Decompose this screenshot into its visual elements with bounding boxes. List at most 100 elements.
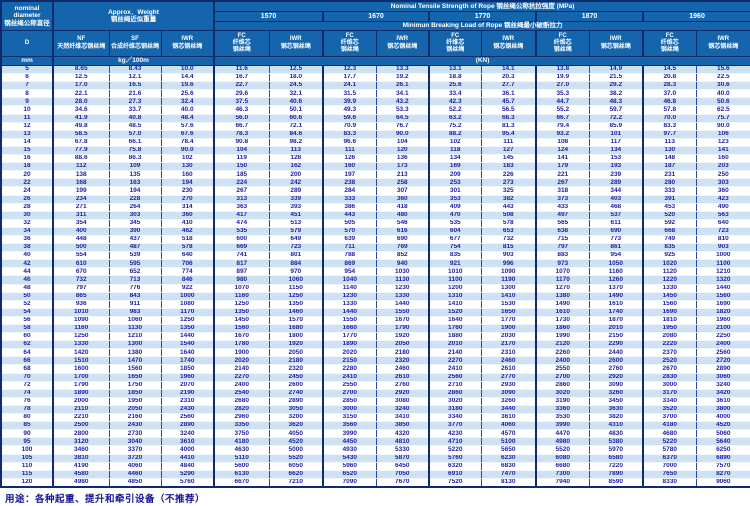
value-cell: 925 [642,251,697,261]
value-cell: 474 [213,218,270,228]
value-cell: 3630 [588,404,645,415]
value-cell: 4050 [268,429,325,439]
diameter-cell: 80 [0,413,54,423]
value-cell: 3200 [268,413,325,423]
value-cell: 5290 [160,469,216,479]
fc-header-1870: FC 纤维芯 钢丝绳 [535,30,590,57]
value-cell: 2760 [588,364,645,374]
value-cell: 1160 [213,291,270,301]
iwr-weight-code: IWR [181,36,194,43]
value-cell: 1750 [108,380,162,390]
value-cell: 5520 [535,445,590,455]
value-cell: 194 [108,186,162,196]
value-cell: 3090 [480,388,538,398]
value-cell: 301 [428,186,482,196]
value-cell: 1330 [375,291,431,301]
diameter-cell: 58 [0,323,54,334]
diameter-cell: 76 [0,396,54,406]
value-cell: 2290 [588,340,645,350]
value-cell: 57.6 [160,121,216,131]
strength-header-1870: 1870 [535,11,645,22]
value-cell: 119 [213,154,270,164]
value-cell: 313 [213,194,270,204]
value-cell: 1330 [642,283,697,293]
table-row: 8 22.1 21.6 25.6 29.6 32.1 31.5 34.1 33.4 36.1 35.… [0,89,750,99]
table-row: 58 1160 1130 1350 1560 1680 1660 1790 1760 1900 18… [0,323,750,334]
value-cell: 264 [108,202,162,212]
value-cell: 1440 [322,307,377,317]
value-cell: 3420 [695,388,750,398]
table-row: 36 448 437 518 600 649 639 690 677 732 715 773 749 81… [0,234,750,245]
value-cell: 228 [108,194,162,204]
strength-header-1770: 1770 [428,11,538,22]
value-cell: 85.9 [588,121,645,131]
value-cell: 711 [322,243,377,253]
value-cell: 883 [535,251,590,261]
value-cell: 3260 [588,388,645,398]
value-cell: 1440 [375,299,431,309]
value-cell: 2430 [108,421,162,431]
diameter-cell: 36 [0,234,54,245]
value-cell: 2160 [108,413,162,423]
value-cell: 3750 [213,429,270,439]
table-row: 62 1330 1300 1540 1780 1920 1890 2050 2010 2170 21… [0,340,750,350]
value-cell: 1850 [160,364,216,374]
diameter-cell: 13 [0,129,54,139]
value-cell: 22.5 [695,73,750,83]
value-cell: 1690 [695,299,750,309]
value-cell: 4840 [160,461,216,471]
value-cell: 815 [480,243,538,253]
value-cell: 6580 [588,453,645,463]
value-cell: 911 [108,299,162,309]
value-cell: 4180 [642,421,697,431]
value-cell: 38.2 [588,89,645,99]
value-cell: 239 [588,170,645,180]
value-cell: 49.8 [52,121,110,131]
value-cell: 2070 [160,380,216,390]
value-cell: 2770 [480,372,538,382]
value-cell: 3770 [428,421,482,431]
diameter-cell: 85 [0,421,54,431]
table-row: 30 311 303 360 417 451 443 480 470 508 497 537 520 56… [0,210,750,220]
value-cell: 2280 [322,364,377,374]
value-cell: 46.8 [642,97,697,107]
value-cell: 40.6 [268,97,325,107]
strength-header-1960: 1960 [642,11,750,22]
value-cell: 5380 [588,437,645,447]
value-cell: 508 [480,210,538,220]
value-cell: 732 [480,234,538,245]
value-cell: 2400 [695,340,750,350]
value-cell: 3040 [108,437,162,447]
value-cell: 5780 [642,445,697,455]
value-cell: 32.1 [268,89,325,99]
value-cell: 1680 [268,323,325,334]
table-row: 16 88.6 86.3 102 119 128 126 136 134 145 141 153 148… [0,154,750,164]
value-cell: 98.2 [268,137,325,147]
value-cell: 1250 [52,332,110,342]
value-cell: 2320 [375,356,431,366]
value-cell: 53.3 [375,105,431,115]
value-cell: 83.3 [642,121,697,131]
value-cell: 1250 [160,315,216,326]
value-cell: 970 [268,267,325,277]
value-cell: 2610 [375,372,431,382]
value-cell: 37.5 [213,97,270,107]
value-cell: 393 [268,202,325,212]
value-cell: 1660 [322,323,377,334]
value-cell: 1440 [160,332,216,342]
table-row: 90 2800 2730 3240 3750 4050 3990 4320 4230 4570 44… [0,429,750,439]
iwr-header-1960: IWR 钢芯钢丝绳 [695,30,750,57]
wire-rope-spec-table: nominal diameter 钢丝绳公称直径 Approx．Weight 钢… [0,0,750,488]
value-cell: 7300 [535,469,590,479]
value-cell: 903 [695,243,750,253]
value-cell: 27.0 [535,81,590,91]
value-cell: 224 [213,178,270,188]
value-cell: 2710 [428,380,482,390]
value-cell: 153 [588,154,645,164]
value-cell: 3240 [695,380,750,390]
value-cell: 2860 [428,388,482,398]
value-cell: 199 [52,186,110,196]
value-cell: 7650 [642,469,697,479]
value-cell: 4830 [588,429,645,439]
value-cell: 1050 [588,259,645,269]
